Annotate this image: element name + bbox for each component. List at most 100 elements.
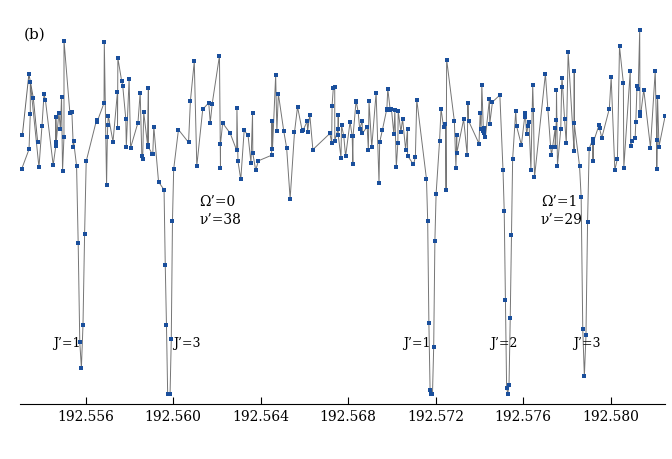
Point	[452, 150, 462, 157]
Point	[239, 127, 249, 134]
Point	[618, 80, 629, 88]
Point	[50, 143, 61, 150]
Point	[336, 122, 347, 129]
Point	[498, 168, 509, 175]
Point	[173, 127, 184, 134]
Point	[253, 158, 263, 165]
Point	[651, 137, 662, 145]
Point	[634, 109, 645, 116]
Point	[569, 68, 580, 76]
Point	[569, 120, 580, 128]
Point	[440, 121, 451, 129]
Point	[402, 153, 413, 160]
Point	[584, 146, 595, 153]
Point	[431, 191, 442, 198]
Point	[282, 145, 292, 152]
Point	[285, 196, 296, 203]
Point	[16, 166, 27, 174]
Point	[626, 138, 637, 145]
Point	[167, 218, 178, 225]
Point	[371, 90, 382, 97]
Point	[325, 130, 335, 138]
Point	[54, 110, 65, 117]
Point	[561, 140, 572, 148]
Point	[506, 232, 517, 239]
Point	[555, 126, 566, 134]
Point	[396, 129, 407, 136]
Point	[485, 121, 495, 129]
Point	[246, 160, 257, 168]
Point	[478, 126, 489, 134]
Point	[499, 208, 509, 215]
Point	[327, 140, 337, 147]
Point	[542, 106, 553, 113]
Point	[478, 125, 489, 132]
Point	[587, 136, 598, 144]
Point	[526, 167, 536, 174]
Point	[588, 140, 599, 147]
Point	[391, 164, 402, 172]
Point	[474, 140, 485, 148]
Point	[630, 118, 641, 126]
Point	[516, 142, 527, 149]
Point	[297, 128, 308, 135]
Point	[251, 167, 261, 174]
Point	[545, 144, 556, 151]
Point	[556, 84, 567, 91]
Point	[503, 381, 514, 388]
Point	[625, 68, 636, 75]
Text: J’=1: J’=1	[403, 336, 430, 350]
Point	[118, 83, 128, 90]
Text: (b): (b)	[24, 28, 45, 41]
Point	[581, 332, 591, 339]
Point	[48, 162, 58, 169]
Point	[351, 99, 362, 106]
Point	[402, 126, 413, 133]
Point	[528, 82, 538, 90]
Point	[304, 112, 315, 119]
Point	[153, 179, 164, 186]
Point	[112, 125, 123, 133]
Point	[247, 150, 258, 157]
Point	[529, 174, 540, 182]
Point	[38, 91, 49, 99]
Point	[124, 76, 134, 83]
Point	[511, 123, 522, 130]
Point	[278, 129, 289, 136]
Point	[36, 123, 47, 130]
Point	[67, 109, 77, 116]
Point	[390, 107, 401, 115]
Point	[651, 166, 662, 174]
Point	[354, 126, 365, 133]
Point	[71, 163, 82, 170]
Point	[551, 117, 562, 124]
Point	[429, 237, 440, 245]
Point	[163, 390, 174, 397]
Point	[91, 117, 102, 124]
Point	[224, 130, 235, 138]
Point	[51, 140, 62, 147]
Point	[363, 147, 374, 155]
Point	[50, 113, 61, 121]
Point	[501, 385, 512, 392]
Point	[125, 145, 136, 152]
Point	[351, 99, 362, 106]
Point	[142, 142, 153, 149]
Point	[552, 162, 563, 170]
Point	[75, 339, 85, 347]
Point	[523, 118, 534, 126]
Point	[495, 92, 505, 100]
Point	[289, 129, 300, 137]
Point	[232, 105, 243, 112]
Point	[34, 164, 44, 172]
Point	[614, 44, 625, 51]
Point	[480, 134, 491, 141]
Point	[556, 75, 567, 82]
Point	[434, 138, 445, 146]
Point	[476, 82, 487, 89]
Point	[423, 319, 434, 327]
Point	[214, 53, 225, 60]
Point	[633, 86, 644, 93]
Point	[546, 152, 557, 160]
Point	[362, 124, 372, 131]
